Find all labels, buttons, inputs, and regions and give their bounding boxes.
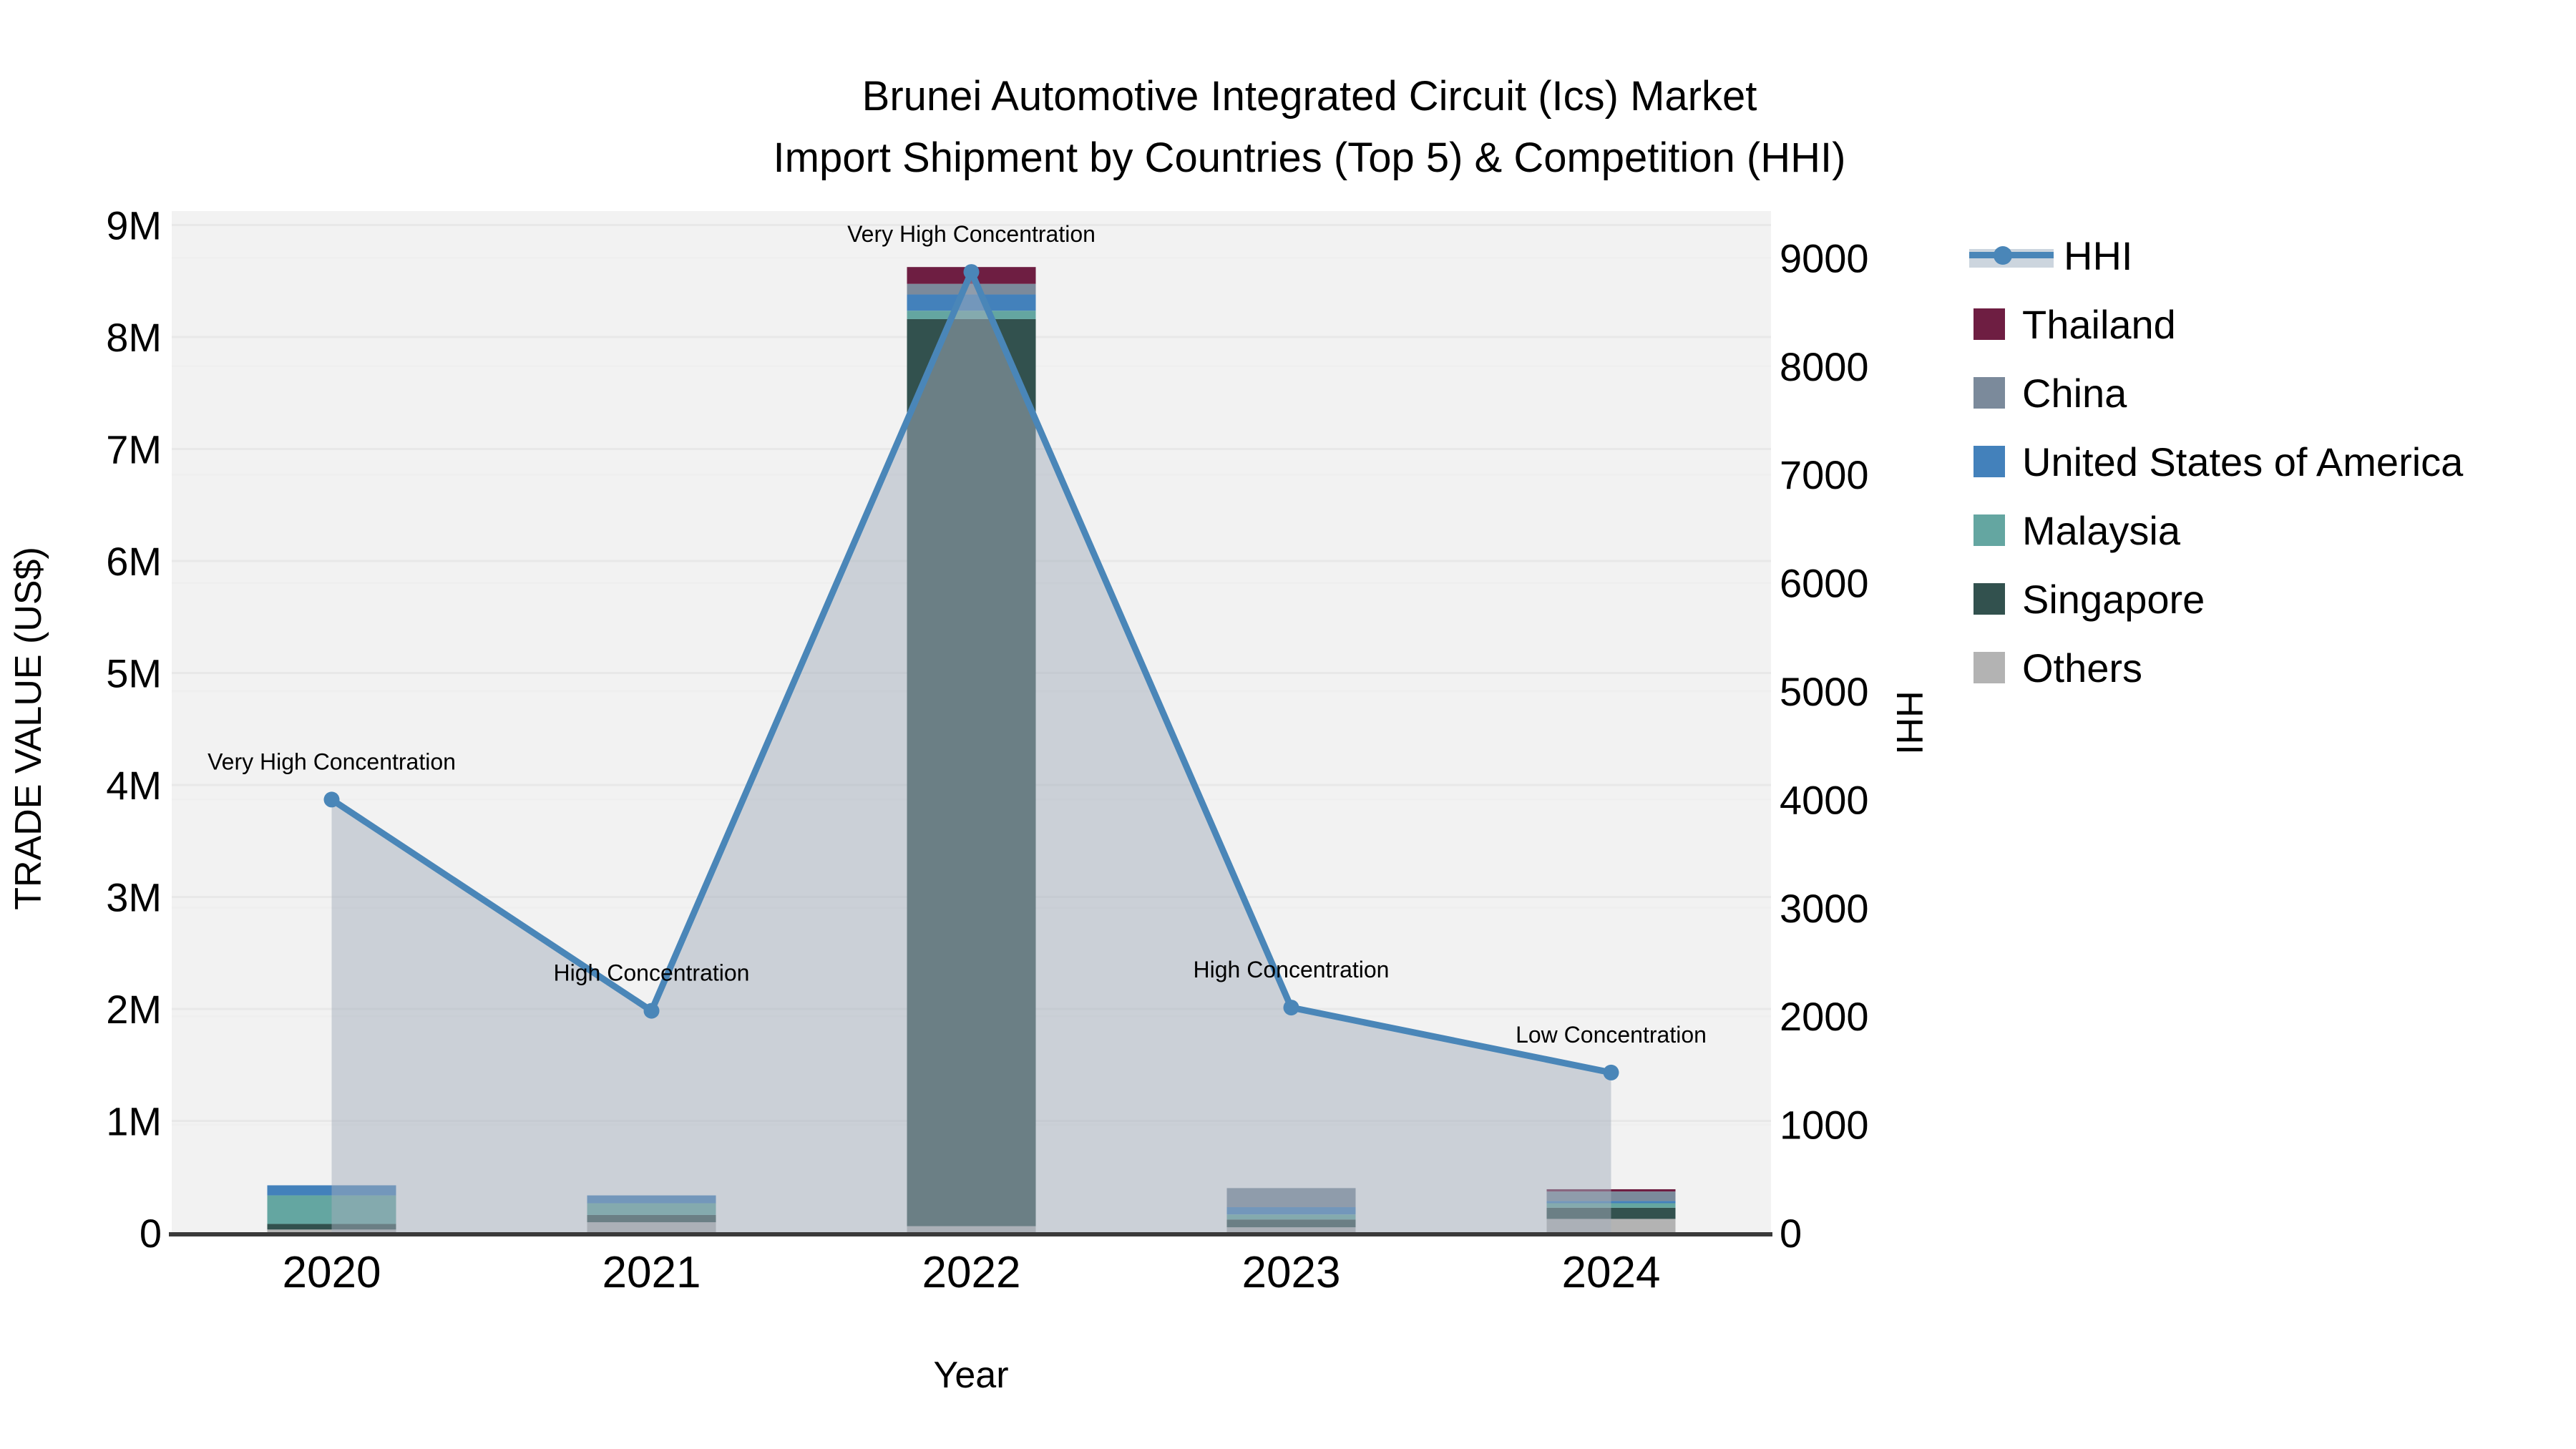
left-tick-6M: 6M [106,539,162,584]
right-tick-7000: 7000 [1780,452,1869,497]
legend-item-label: Thailand [2022,301,2176,347]
left-tick-5M: 5M [106,651,162,696]
chart-title-line1: Brunei Automotive Integrated Circuit (Ic… [862,73,1757,119]
legend-item-united-states-of-america[interactable]: United States of America [1974,439,2463,484]
right-tick-8000: 8000 [1780,344,1869,389]
right-tick-1000: 1000 [1780,1103,1869,1148]
hhi-marker-2020 [323,791,340,808]
x-axis-title: Year [933,1355,1009,1396]
legend-item-singapore[interactable]: Singapore [1974,577,2463,622]
legend-item-malaysia[interactable]: Malaysia [1974,508,2463,553]
left-tick-2M: 2M [106,987,162,1032]
chart-title-line2: Import Shipment by Countries (Top 5) & C… [773,135,1846,181]
legend-item-label: China [2022,370,2127,416]
left-tick-3M: 3M [106,875,162,920]
annotation-2021: High Concentration [554,960,750,986]
hhi-marker-2021 [643,1002,660,1019]
legend-item-others[interactable]: Others [1974,645,2463,691]
x-tick-2024: 2024 [1562,1248,1661,1297]
legend: HHI Thailand China United States of America… [1969,233,2463,720]
left-axis-title: TRADE VALUE (US$) [8,547,49,910]
x-tick-2021: 2021 [602,1248,701,1297]
legend-item-label: Others [2022,645,2143,691]
x-tick-2022: 2022 [922,1248,1021,1297]
right-tick-2000: 2000 [1780,994,1869,1039]
left-tick-4M: 4M [106,763,162,808]
hhi-area [331,272,1611,1233]
right-tick-0: 0 [1780,1211,1802,1256]
legend-item-thailand[interactable]: Thailand [1974,302,2463,347]
left-tick-9M: 9M [106,203,162,248]
legend-item-hhi[interactable]: HHI [1969,233,2463,278]
legend-swatch-icon [1974,652,2005,683]
legend-item-label: United States of America [2022,439,2464,484]
legend-line-sample-icon [1969,243,2054,268]
legend-item-label: Singapore [2022,576,2205,622]
legend-swatch-icon [1974,583,2005,615]
annotation-2024: Low Concentration [1516,1022,1707,1048]
hhi-marker-2023 [1283,1000,1299,1016]
right-tick-5000: 5000 [1780,669,1869,714]
legend-item-label: Malaysia [2022,507,2180,553]
x-tick-2020: 2020 [283,1248,381,1297]
left-tick-7M: 7M [106,427,162,472]
annotation-2023: High Concentration [1194,957,1390,982]
legend-swatch-icon [1974,377,2005,409]
legend-item-label: HHI [2064,233,2133,278]
annotation-2022: Very High Concentration [847,221,1096,247]
legend-swatch-icon [1974,308,2005,340]
right-tick-6000: 6000 [1780,561,1869,606]
right-tick-4000: 4000 [1780,777,1869,822]
legend-swatch-icon [1974,446,2005,477]
left-tick-8M: 8M [106,315,162,360]
chart-title: Brunei Automotive Integrated Circuit (Ic… [774,66,1846,189]
right-tick-9000: 9000 [1780,235,1869,280]
x-tick-2023: 2023 [1242,1248,1341,1297]
legend-item-china[interactable]: China [1974,371,2463,416]
hhi-marker-2024 [1603,1064,1619,1080]
legend-swatch-icon [1974,514,2005,546]
annotation-2020: Very High Concentration [208,748,456,774]
right-tick-3000: 3000 [1780,886,1869,931]
right-axis-title: HHI [1888,691,1930,755]
left-tick-0: 0 [140,1211,162,1256]
hhi-marker-2022 [963,264,980,280]
left-tick-1M: 1M [106,1099,162,1144]
